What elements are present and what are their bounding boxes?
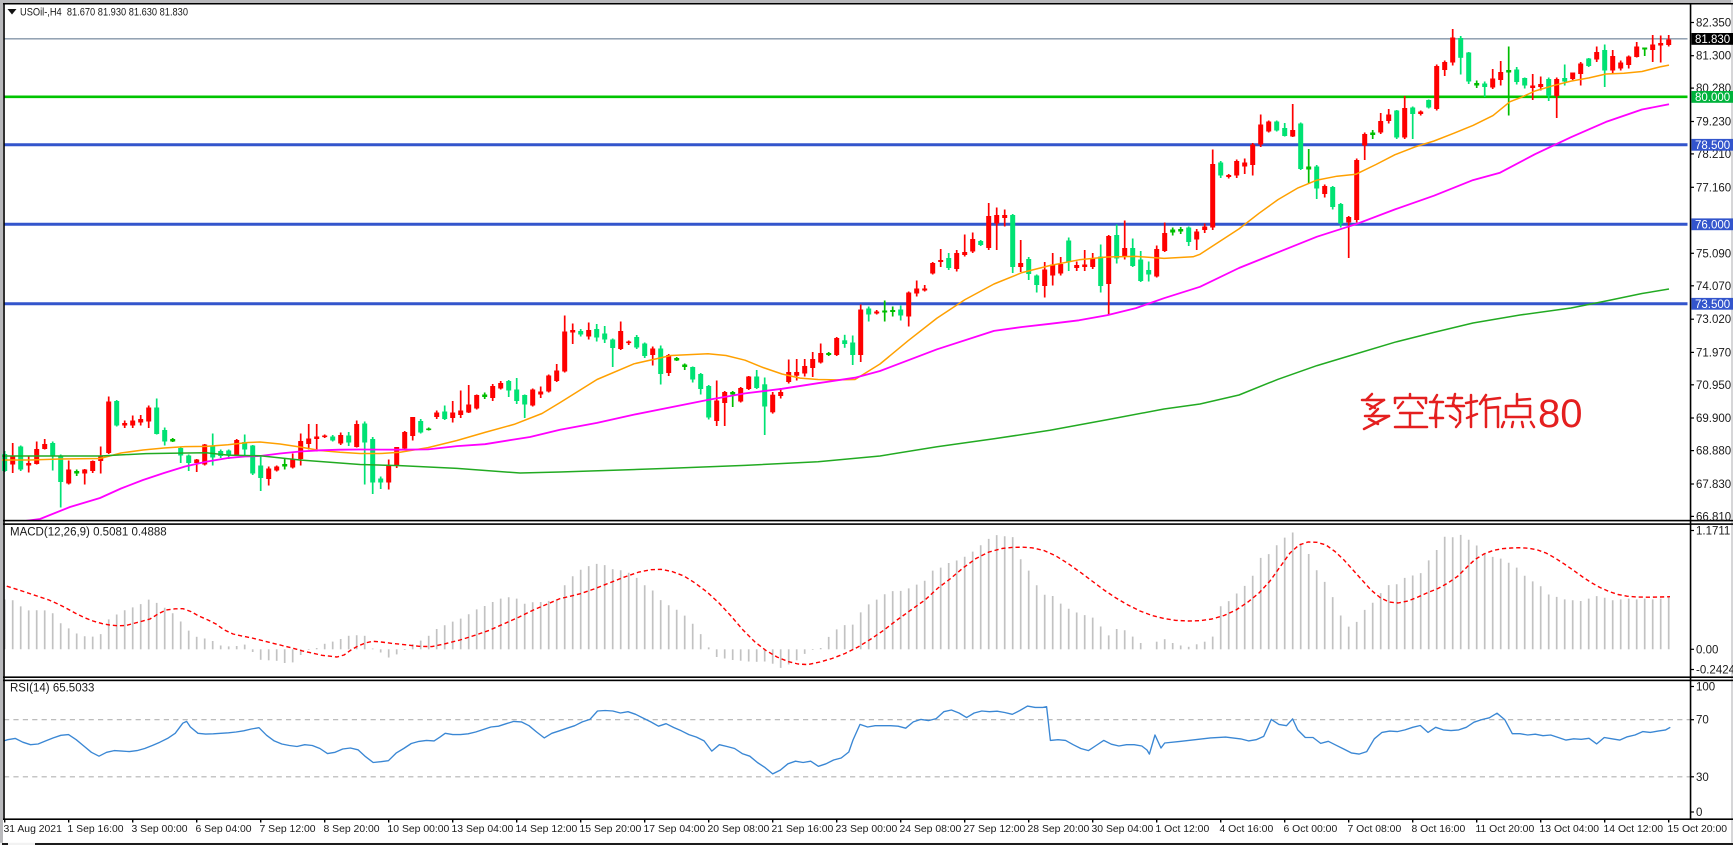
svg-text:80: 80 [1538, 392, 1583, 436]
svg-text:74.070: 74.070 [1696, 281, 1731, 293]
svg-text:21 Sep 16:00: 21 Sep 16:00 [772, 824, 834, 835]
svg-text:100: 100 [1696, 682, 1715, 694]
svg-text:71.970: 71.970 [1696, 347, 1731, 359]
svg-text:USOil-,H4 81.670 81.930 81.63: USOil-,H4 81.670 81.930 81.630 81.830 [20, 7, 188, 19]
svg-text:20 Sep 08:00: 20 Sep 08:00 [708, 824, 770, 835]
svg-text:15 Oct 20:00: 15 Oct 20:00 [1668, 824, 1728, 835]
svg-text:79.230: 79.230 [1696, 117, 1731, 129]
svg-text:0.00: 0.00 [1696, 644, 1718, 656]
svg-text:80.000: 80.000 [1695, 92, 1730, 104]
svg-text:8 Oct 16:00: 8 Oct 16:00 [1412, 824, 1466, 835]
svg-text:-0.2424: -0.2424 [1696, 665, 1733, 677]
svg-text:24 Sep 08:00: 24 Sep 08:00 [900, 824, 962, 835]
svg-text:23 Sep 00:00: 23 Sep 00:00 [836, 824, 898, 835]
svg-text:69.900: 69.900 [1696, 413, 1731, 425]
svg-text:14 Sep 12:00: 14 Sep 12:00 [516, 824, 578, 835]
svg-text:81.830: 81.830 [1695, 34, 1730, 46]
svg-text:17 Sep 04:00: 17 Sep 04:00 [644, 824, 706, 835]
svg-text:11 Oct 20:00: 11 Oct 20:00 [1476, 824, 1535, 835]
svg-text:1 Oct 12:00: 1 Oct 12:00 [1156, 824, 1210, 835]
svg-text:30: 30 [1696, 772, 1709, 784]
svg-text:3 Sep 00:00: 3 Sep 00:00 [132, 824, 188, 835]
svg-text:4 Oct 16:00: 4 Oct 16:00 [1220, 824, 1274, 835]
svg-text:76.000: 76.000 [1695, 219, 1730, 231]
svg-text:1 Sep 16:00: 1 Sep 16:00 [68, 824, 124, 835]
svg-text:70: 70 [1696, 715, 1709, 727]
svg-text:78.210: 78.210 [1696, 149, 1731, 161]
svg-text:6 Sep 04:00: 6 Sep 04:00 [196, 824, 252, 835]
svg-text:73.020: 73.020 [1696, 314, 1731, 326]
svg-text:68.880: 68.880 [1696, 446, 1731, 458]
svg-text:66.810: 66.810 [1696, 511, 1731, 523]
svg-text:70.950: 70.950 [1696, 380, 1731, 392]
svg-text:0: 0 [1696, 807, 1702, 819]
svg-text:67.830: 67.830 [1696, 479, 1731, 491]
svg-text:6 Oct 00:00: 6 Oct 00:00 [1284, 824, 1338, 835]
svg-text:1.1711: 1.1711 [1696, 526, 1730, 538]
svg-text:82.350: 82.350 [1696, 18, 1731, 30]
svg-text:27 Sep 12:00: 27 Sep 12:00 [964, 824, 1026, 835]
svg-text:75.090: 75.090 [1696, 248, 1731, 260]
svg-text:73.500: 73.500 [1695, 299, 1730, 311]
svg-text:28 Sep 20:00: 28 Sep 20:00 [1028, 824, 1090, 835]
svg-text:31 Aug 2021: 31 Aug 2021 [4, 824, 63, 835]
svg-text:10 Sep 00:00: 10 Sep 00:00 [388, 824, 450, 835]
svg-text:13 Oct 04:00: 13 Oct 04:00 [1540, 824, 1600, 835]
svg-text:8 Sep 20:00: 8 Sep 20:00 [324, 824, 380, 835]
svg-text:7 Sep 12:00: 7 Sep 12:00 [260, 824, 316, 835]
svg-text:81.300: 81.300 [1696, 51, 1731, 63]
svg-text:RSI(14) 65.5033: RSI(14) 65.5033 [10, 683, 94, 695]
svg-text:13 Sep 04:00: 13 Sep 04:00 [452, 824, 514, 835]
svg-text:MACD(12,26,9) 0.5081 0.4888: MACD(12,26,9) 0.5081 0.4888 [10, 527, 167, 539]
svg-text:14 Oct 12:00: 14 Oct 12:00 [1604, 824, 1664, 835]
svg-text:78.500: 78.500 [1695, 140, 1730, 152]
svg-text:30 Sep 04:00: 30 Sep 04:00 [1092, 824, 1154, 835]
svg-text:77.160: 77.160 [1696, 182, 1731, 194]
svg-text:7 Oct 08:00: 7 Oct 08:00 [1348, 824, 1402, 835]
svg-text:15 Sep 20:00: 15 Sep 20:00 [580, 824, 642, 835]
